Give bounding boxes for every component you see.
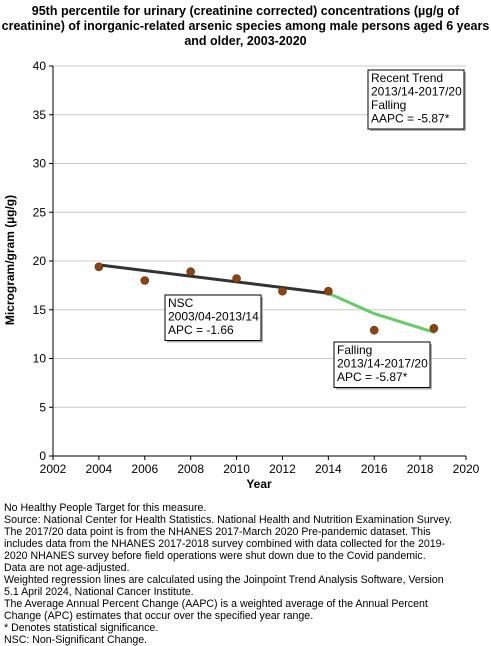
annotation-text: 2013/14-2017/20 [371,85,462,99]
annotation-text: 2013/14-2017/20 [337,357,428,371]
annotation-text: Falling [371,98,406,112]
y-tick-label: 15 [33,303,47,317]
data-point [186,267,195,277]
footnote-line: The Average Annual Percent Change (AAPC)… [4,598,428,610]
footnote-line: 5.1 April 2024, National Cancer Institut… [4,586,194,598]
annotation-text: Falling [337,343,372,357]
footnotes: No Healthy People Target for this measur… [4,502,488,646]
annotation-text: APC = -1.66 [168,323,234,337]
trend-lines [97,263,436,334]
y-tick-label: 25 [33,205,47,219]
y-tick-label: 5 [39,400,46,414]
axis-layer: 0 5 10 15 20 25 30 35 40 2002 2004 2006 2008 2010 2012… [33,59,480,476]
data-point [140,276,150,285]
annotation-text: AAPC = -5.87* [371,112,450,126]
grid-layer [53,65,466,408]
x-tick-label: 2002 [40,462,67,476]
y-tick-label: 40 [33,59,47,73]
data-point [94,262,104,272]
footnote-line: * Denotes statistical significance. [4,622,159,634]
x-tick-label: 2008 [177,462,204,476]
x-tick-label: 2020 [453,462,480,476]
y-tick-label: 30 [33,157,47,171]
footnote-line: Change (APC) estimates that occur over t… [4,610,314,622]
x-tick-label: 2006 [131,462,158,476]
chart-title-line-3: and older, 2003-2020 [184,34,307,48]
chart-svg: 0 5 10 15 20 25 30 35 40 2002 2004 2006 2008 2010 2012… [3,59,480,491]
trend-line-falling [326,291,436,334]
chart-title-line-2: creatinine) of inorganic-related arsenic… [1,19,490,33]
annotation-frame [367,69,465,130]
footnote-line: Weighted regression lines are calculated… [4,574,444,586]
annotation-text: APC = -5.87* [337,370,408,384]
annotation-frame [164,294,262,341]
data-point [324,286,333,296]
footnote-line: NSC: Non-Significant Change. [4,634,148,646]
annotation-text: 2003/04-2013/14 [168,310,259,324]
data-point [429,323,439,333]
annotation-text: Recent Trend [371,71,443,85]
x-axis-title: Year [246,477,272,491]
x-tick-label: 2018 [407,462,434,476]
trend-line-nsc [97,263,330,295]
data-point [278,286,287,296]
data-point [369,325,379,335]
footnote-line: The 2017/20 data point is from the NHANE… [4,526,431,538]
chart-title-line-1: 95th percentile for urinary (creatinine … [31,4,460,18]
data-points [94,262,439,335]
y-tick-label: 20 [33,254,47,268]
data-point [232,274,241,283]
x-tick-label: 2004 [86,462,113,476]
chart-title: 95th percentile for urinary (creatinine … [0,4,491,49]
footnote-line: includes data from the NHANES 2017-2018 … [4,538,446,550]
annotation-frame [333,341,431,388]
footnote-line: Data are not age-adjusted. [4,562,130,574]
y-tick-label: 35 [33,108,47,122]
footnote-line: 2020 NHANES survey before field operatio… [4,550,426,562]
footnote-line: Source: National Center for Health Stati… [4,514,452,526]
y-tick-label: 10 [33,352,47,366]
y-axis-title: Microgram/gram (µg/g) [3,195,17,325]
x-tick-label: 2014 [315,462,342,476]
annotation-text: NSC [168,296,194,310]
footnote-line: No Healthy People Target for this measur… [4,502,207,514]
y-tick-label: 0 [39,449,46,463]
x-tick-label: 2012 [269,462,296,476]
x-tick-label: 2010 [223,462,250,476]
x-tick-label: 2016 [361,462,388,476]
